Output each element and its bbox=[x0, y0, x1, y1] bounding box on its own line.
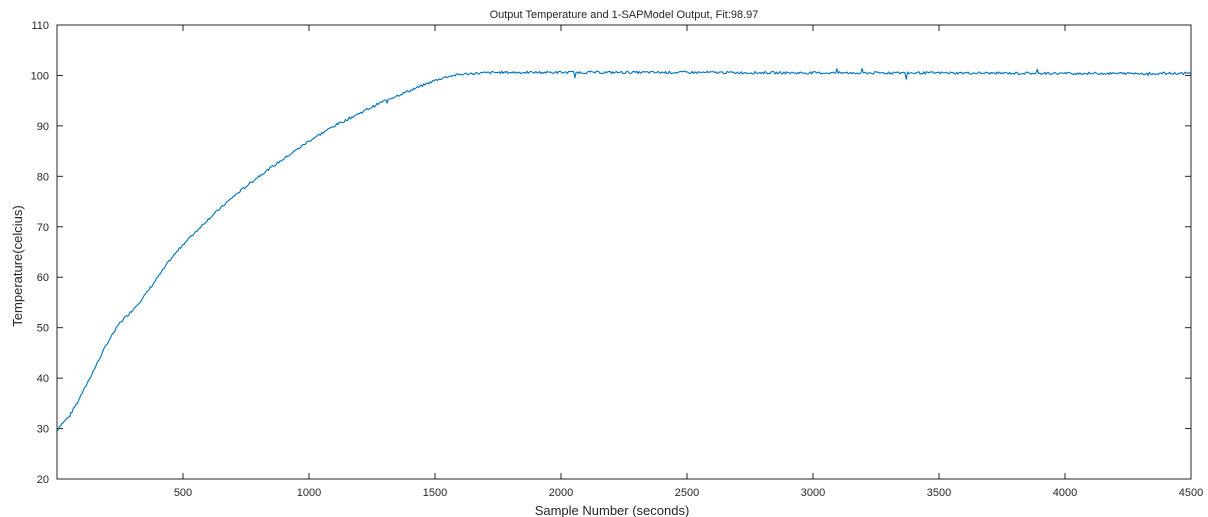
x-tick-label: 3500 bbox=[927, 487, 951, 499]
x-tick-label: 500 bbox=[174, 487, 192, 499]
x-tick-label: 4000 bbox=[1053, 487, 1077, 499]
y-axis-label: Temperature(celcius) bbox=[10, 205, 25, 326]
y-tick-label: 80 bbox=[37, 171, 49, 183]
x-tick-label: 3000 bbox=[801, 487, 825, 499]
plot-background bbox=[57, 25, 1191, 479]
x-tick-label: 4500 bbox=[1179, 487, 1203, 499]
x-tick-label: 1000 bbox=[297, 487, 321, 499]
x-axis-label: Sample Number (seconds) bbox=[535, 503, 690, 517]
y-tick-label: 30 bbox=[37, 424, 49, 436]
axes: 20 30 40 50 60 70 80 90 100 110 500 1000 1500 2000 250… bbox=[31, 20, 1204, 499]
y-tick-label: 90 bbox=[37, 121, 49, 133]
y-tick-label: 50 bbox=[37, 323, 49, 335]
plot-frame bbox=[56, 24, 1192, 480]
y-tick-label: 100 bbox=[31, 70, 49, 82]
y-tick-label: 20 bbox=[37, 474, 49, 486]
x-tick-label: 2500 bbox=[675, 487, 699, 499]
y-tick-label: 60 bbox=[37, 272, 49, 284]
x-tick-label: 1500 bbox=[423, 487, 447, 499]
series-line bbox=[56, 67, 1192, 432]
x-tick-label: 2000 bbox=[549, 487, 573, 499]
y-tick-label: 40 bbox=[37, 373, 49, 385]
series-layer bbox=[56, 67, 1192, 432]
y-tick-label: 70 bbox=[37, 222, 49, 234]
chart-title: Output Temperature and 1-SAPModel Output… bbox=[490, 9, 759, 21]
y-tick-label: 110 bbox=[31, 20, 49, 32]
